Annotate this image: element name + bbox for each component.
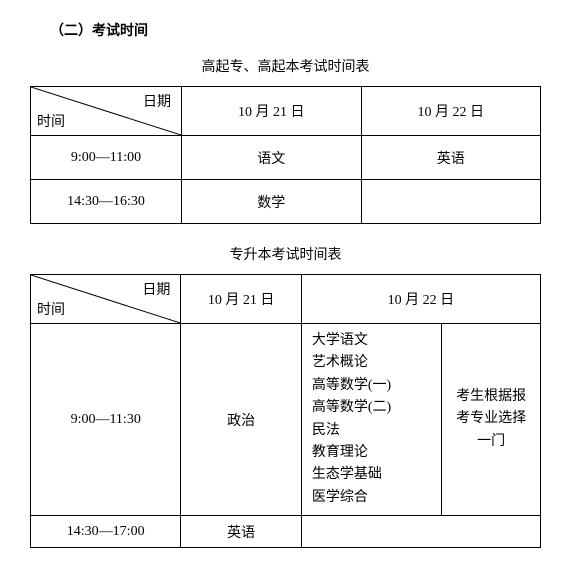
empty-cell [301, 516, 540, 548]
subject-cell: 英语 [361, 136, 541, 180]
diag-header-cell: 日期 时间 [31, 275, 181, 324]
table1-caption: 高起专、高起本考试时间表 [30, 56, 541, 76]
header-col-1: 10 月 21 日 [181, 275, 301, 324]
subject-item: 医学综合 [312, 487, 432, 509]
subject-cell: 数学 [182, 180, 362, 224]
table2-caption: 专升本考试时间表 [30, 244, 541, 264]
time-cell: 9:00—11:30 [31, 324, 181, 516]
subject-item: 生态学基础 [312, 464, 432, 486]
section-title: （二）考试时间 [30, 20, 541, 40]
header-time-label: 时间 [37, 299, 65, 319]
header-col-2: 10 月 22 日 [361, 87, 541, 136]
subject-item: 高等数学(一) [312, 375, 432, 397]
subject-item: 艺术概论 [312, 352, 432, 374]
note-line: 考专业选择 [446, 408, 536, 430]
note-line: 考生根据报 [446, 386, 536, 408]
note-line: 一门 [446, 431, 536, 453]
header-col-2: 10 月 22 日 [301, 275, 540, 324]
note-cell: 考生根据报考专业选择一门 [442, 324, 541, 516]
subject-cell: 政治 [181, 324, 301, 516]
subject-item: 高等数学(二) [312, 397, 432, 419]
subject-item: 民法 [312, 420, 432, 442]
diag-header-cell: 日期 时间 [31, 87, 182, 136]
subject-cell: 语文 [182, 136, 362, 180]
schedule-table-1: 日期 时间 10 月 21 日 10 月 22 日 9:00—11:00 语文 … [30, 86, 541, 224]
header-col-1: 10 月 21 日 [182, 87, 362, 136]
subject-list-cell: 大学语文艺术概论高等数学(一)高等数学(二)民法教育理论生态学基础医学综合 [301, 324, 442, 516]
subject-item: 大学语文 [312, 330, 432, 352]
header-date-label: 日期 [142, 279, 170, 299]
time-cell: 14:30—17:00 [31, 516, 181, 548]
time-cell: 14:30—16:30 [31, 180, 182, 224]
header-time-label: 时间 [37, 111, 65, 131]
subject-cell: 英语 [181, 516, 301, 548]
subject-item: 教育理论 [312, 442, 432, 464]
subject-cell [361, 180, 541, 224]
schedule-table-2: 日期 时间 10 月 21 日 10 月 22 日 9:00—11:30 政治 … [30, 274, 541, 548]
time-cell: 9:00—11:00 [31, 136, 182, 180]
header-date-label: 日期 [143, 91, 171, 111]
